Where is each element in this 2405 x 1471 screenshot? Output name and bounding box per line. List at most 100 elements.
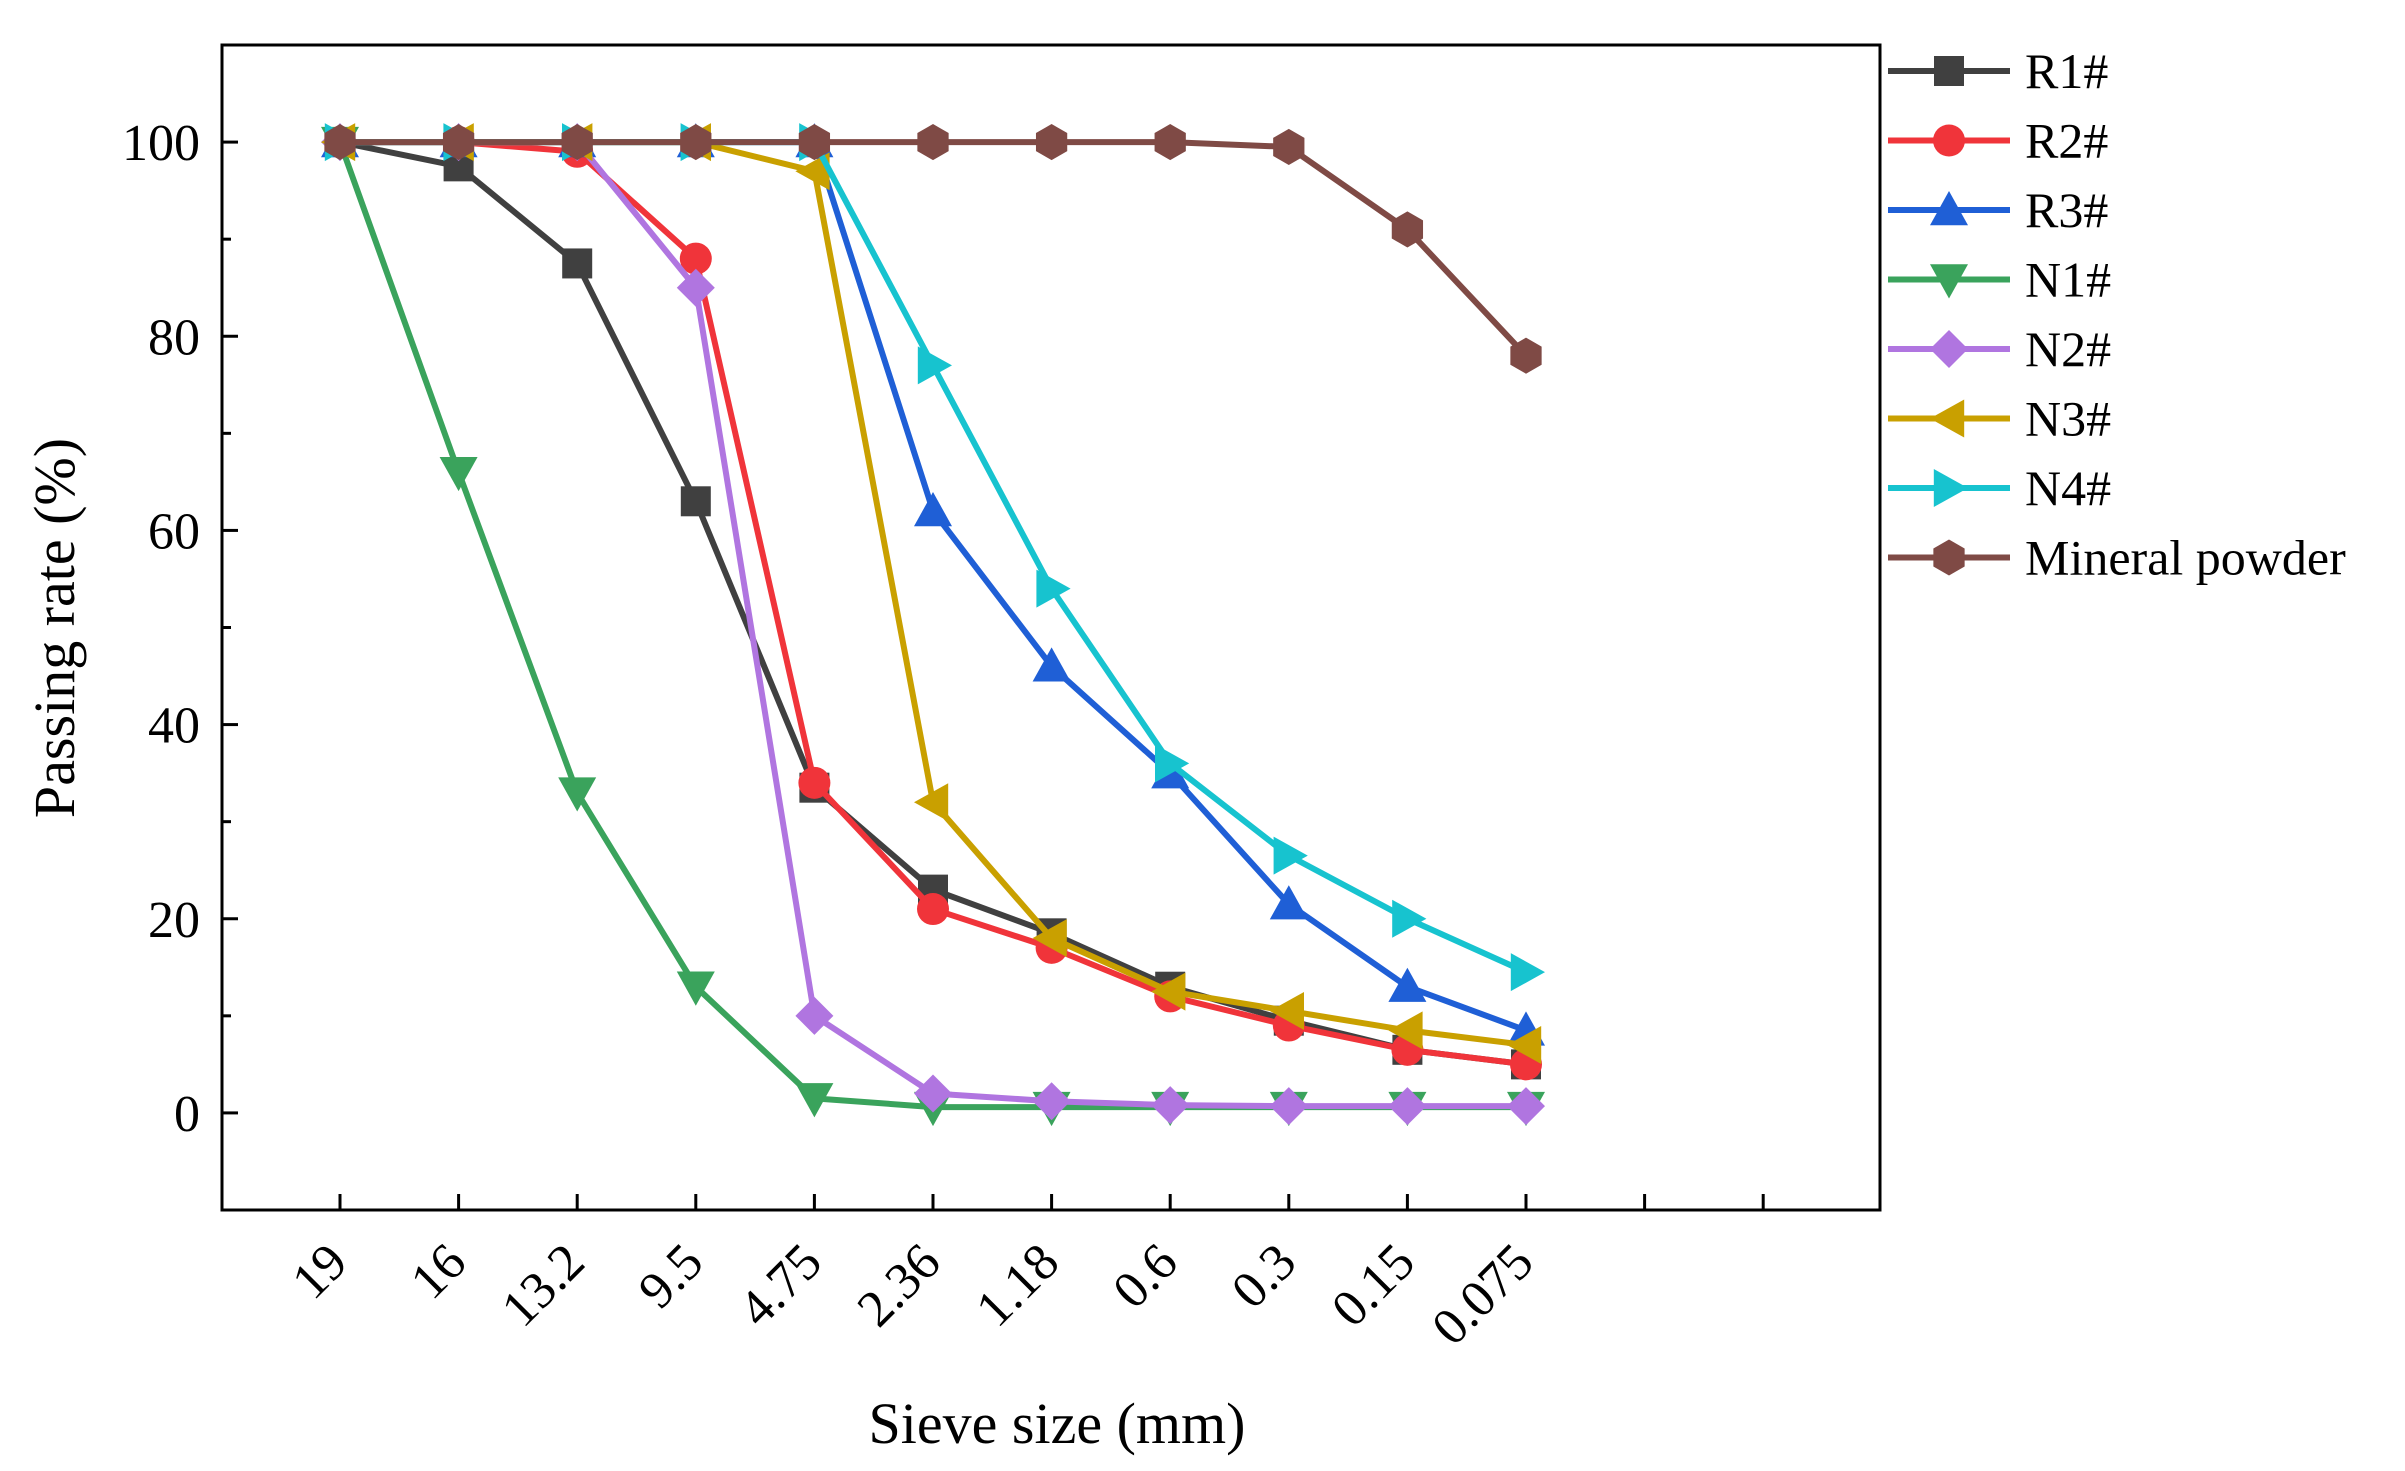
data-point (676, 268, 715, 307)
data-point (680, 124, 712, 161)
legend-marker (1933, 469, 1968, 507)
y-axis-label: Passing rate (%) (22, 438, 87, 818)
data-point (1269, 991, 1304, 1030)
data-point (680, 486, 711, 517)
data-point (1151, 1086, 1190, 1125)
data-point (1151, 972, 1186, 1011)
legend-item: R1# (1888, 43, 2108, 99)
series-line (337, 141, 1526, 1111)
data-point (1032, 919, 1067, 958)
x-tick-label: 0.6 (1102, 1233, 1188, 1319)
legend-item: N4# (1888, 460, 2111, 516)
data-point (1273, 128, 1305, 165)
y-tick-label: 40 (148, 698, 200, 755)
x-tick-label: 16 (400, 1233, 477, 1310)
x-tick-label: 0.3 (1221, 1233, 1307, 1319)
data-point (798, 766, 831, 799)
x-tick-label: 19 (281, 1233, 358, 1310)
y-tick-label: 20 (148, 892, 200, 949)
data-point (798, 124, 831, 161)
data-point (1388, 1011, 1423, 1050)
series-line (339, 139, 1527, 1068)
data-point (324, 124, 356, 161)
data-point (1510, 337, 1542, 374)
data-point (1269, 1087, 1308, 1126)
data-point (914, 492, 952, 527)
data-point (1032, 1082, 1071, 1121)
data-point (914, 1074, 952, 1113)
legend-item: R2# (1888, 113, 2108, 169)
data-point (795, 1083, 834, 1118)
x-tick-label: 2.36 (847, 1233, 952, 1338)
series-6 (324, 123, 1545, 992)
x-tick-label: 0.075 (1421, 1233, 1544, 1356)
axes: 0 20 40 60 80 100 19 16 13.2 9.5 4.75 2.36 1.18 0.6 0.… (122, 43, 1882, 1356)
data-point (795, 996, 834, 1035)
legend-item: N1# (1888, 252, 2111, 308)
legend-marker (1930, 330, 1968, 368)
legend-label: R3# (2025, 182, 2108, 238)
legend-label: N4# (2025, 460, 2111, 516)
x-axis-label: Sieve size (mm) (869, 1391, 1246, 1456)
data-point (1510, 953, 1545, 992)
x-tick-label: 13.2 (491, 1233, 596, 1338)
y-tick-label: 80 (148, 309, 200, 366)
series-3 (321, 126, 1545, 1127)
data-point (562, 248, 593, 279)
data-point (795, 152, 830, 191)
data-point (1036, 569, 1071, 608)
legend-item: N2# (1888, 321, 2111, 377)
data-point (558, 777, 597, 812)
plot-area (321, 123, 1545, 1127)
x-tick-label: 0.15 (1321, 1233, 1426, 1338)
data-point (1269, 885, 1308, 920)
data-point (676, 971, 715, 1006)
series-7 (324, 124, 1542, 374)
y-tick-label: 0 (174, 1086, 200, 1143)
legend-label: N2# (2025, 321, 2111, 377)
data-point (1155, 744, 1190, 783)
data-point (1392, 899, 1427, 938)
legend-marker (1930, 191, 1968, 226)
series-line (340, 139, 1529, 358)
series-line (340, 139, 1528, 975)
data-point (442, 124, 475, 161)
plot-frame (220, 43, 1882, 1212)
data-point (1273, 836, 1308, 875)
y-tick-label: 60 (148, 503, 200, 560)
legend-item: R3# (1888, 182, 2108, 238)
series-4 (321, 123, 1545, 1126)
data-point (561, 124, 593, 161)
x-tick-label: 9.5 (628, 1233, 714, 1319)
legend-item: N3# (1888, 391, 2111, 447)
data-point (917, 346, 952, 385)
legend-marker (1930, 264, 1968, 299)
data-point (1507, 1087, 1545, 1126)
legend-label: N1# (2025, 252, 2111, 308)
legend-label: Mineral powder (2025, 530, 2346, 586)
data-point (1388, 967, 1427, 1002)
data-point (1154, 124, 1186, 161)
legend-marker (1930, 399, 1965, 438)
data-point (917, 893, 949, 926)
data-point (1507, 1025, 1542, 1064)
data-point (679, 242, 712, 275)
y-tick-label: 100 (122, 115, 200, 172)
series-line (340, 139, 1527, 1068)
legend-marker (1933, 539, 1965, 576)
data-point (917, 124, 949, 161)
data-point (1388, 1087, 1427, 1126)
legend-marker (1933, 124, 1965, 157)
legend-label: N3# (2025, 391, 2111, 447)
data-point (1391, 211, 1424, 248)
legend: R1# R2# R3# N1# N2# N3# N4# Mineral powder (1888, 43, 2346, 586)
data-point (1032, 647, 1071, 682)
legend-item: Mineral powder (1888, 530, 2346, 586)
legend-marker (1934, 56, 1964, 86)
legend-label: R1# (2025, 43, 2108, 99)
legend-label: R2# (2025, 113, 2108, 169)
data-point (914, 783, 949, 822)
data-point (439, 456, 478, 492)
x-tick-label: 1.18 (965, 1233, 1070, 1338)
